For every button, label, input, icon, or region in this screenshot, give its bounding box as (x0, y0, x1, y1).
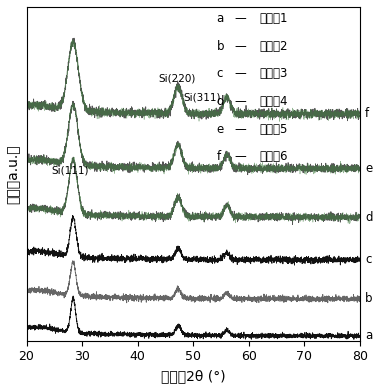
Text: 实施例5: 实施例5 (260, 123, 288, 136)
Text: c: c (365, 254, 371, 266)
Text: c: c (216, 67, 223, 80)
Text: 实施例3: 实施例3 (260, 67, 288, 80)
Text: 实施例6: 实施例6 (260, 151, 288, 163)
Text: —: — (235, 95, 246, 108)
Text: e: e (216, 123, 224, 136)
Text: b: b (365, 292, 373, 305)
Text: Si(220): Si(220) (159, 74, 196, 84)
Text: —: — (235, 151, 246, 163)
Text: a: a (365, 330, 373, 342)
Y-axis label: 强度（a.u.）: 强度（a.u.） (7, 144, 21, 204)
Text: d: d (365, 211, 373, 223)
Text: d: d (216, 95, 224, 108)
Text: 实施例1: 实施例1 (260, 12, 288, 25)
Text: —: — (235, 12, 246, 25)
Text: b: b (216, 40, 224, 53)
Text: —: — (235, 40, 246, 53)
X-axis label: 衍射角2θ (°): 衍射角2θ (°) (161, 369, 226, 383)
Text: f: f (365, 108, 370, 121)
Text: 实施例4: 实施例4 (260, 95, 288, 108)
Text: e: e (365, 162, 373, 175)
Text: —: — (235, 123, 246, 136)
Text: —: — (235, 67, 246, 80)
Text: a: a (216, 12, 224, 25)
Text: Si(311): Si(311) (183, 92, 221, 102)
Text: Si(111): Si(111) (52, 166, 89, 176)
Text: 实施例2: 实施例2 (260, 40, 288, 53)
Text: f: f (216, 151, 221, 163)
